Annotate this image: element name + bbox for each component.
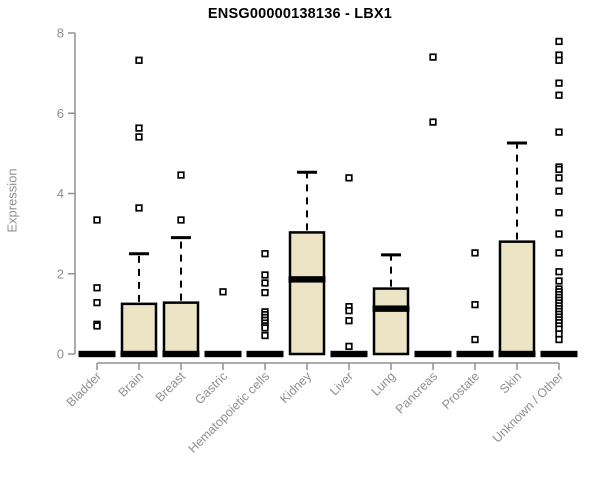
outlier-point-brain (135, 124, 143, 132)
outlier-point-unknown-other (555, 330, 563, 338)
outlier-point-breast (177, 171, 185, 179)
box-skin (498, 240, 536, 356)
box-lung (372, 287, 410, 356)
outlier-point-pancreas (429, 118, 437, 126)
outlier-point-liver (345, 174, 353, 182)
outlier-point-unknown-other (555, 209, 563, 217)
y-tick-label: 4 (57, 186, 64, 201)
x-tick-label-gastric: Gastric (192, 369, 230, 407)
outlier-point-unknown-other (555, 165, 563, 174)
outlier-point-brain (135, 133, 143, 141)
x-tick-label-lung: Lung (369, 369, 399, 399)
outlier-point-bladder (93, 216, 101, 224)
y-tick-label: 6 (57, 106, 64, 121)
median-line-hematopoietic-cells (246, 350, 284, 358)
outlier-point-liver (345, 342, 353, 351)
x-tick-label-bladder: Bladder (64, 369, 104, 409)
outlier-point-unknown-other (555, 335, 563, 344)
box-kidney (288, 231, 326, 356)
outlier-point-gastric (219, 288, 227, 296)
outlier-point-brain (135, 56, 143, 64)
outlier-point-unknown-other (555, 187, 563, 195)
outlier-point-brain (135, 204, 143, 212)
outlier-point-unknown-other (555, 37, 563, 46)
outlier-point-unknown-other (555, 249, 563, 257)
outlier-point-pancreas (429, 53, 437, 61)
x-tick-label-hematopoietic-cells: Hematopoietic cells (186, 369, 273, 456)
outlier-point-unknown-other (555, 230, 563, 238)
x-tick-label-liver: Liver (327, 369, 356, 398)
x-tick-label-skin: Skin (497, 369, 524, 396)
x-tick-label-brain: Brain (116, 369, 147, 400)
outlier-point-bladder (93, 322, 101, 330)
median-line-breast (162, 350, 200, 358)
outlier-point-unknown-other (555, 91, 563, 99)
outlier-point-unknown-other (555, 277, 563, 285)
x-tick-label-prostate: Prostate (439, 369, 482, 412)
y-tick-label: 2 (57, 266, 64, 281)
outlier-point-bladder (93, 298, 101, 307)
outlier-point-hematopoietic-cells (261, 271, 269, 279)
median-line-brain (120, 350, 158, 358)
outlier-point-unknown-other (555, 56, 563, 64)
y-tick-label: 8 (57, 26, 64, 41)
median-line-unknown-other (540, 350, 578, 358)
outlier-point-hematopoietic-cells (261, 324, 269, 332)
outlier-point-prostate (471, 335, 479, 344)
median-line-kidney (288, 276, 326, 283)
outlier-point-liver (345, 317, 353, 325)
box-brain (120, 302, 158, 356)
median-line-skin (498, 350, 536, 358)
median-line-pancreas (414, 350, 452, 358)
median-line-prostate (456, 350, 494, 358)
chart-title: ENSG00000138136 - LBX1 (207, 6, 393, 22)
outlier-point-unknown-other (555, 128, 563, 136)
x-tick-label-kidney: Kidney (277, 369, 314, 406)
outlier-point-prostate (471, 300, 479, 309)
x-tick-label-unknown-other: Unknown / Other (490, 369, 566, 445)
outlier-point-unknown-other (555, 79, 563, 87)
outlier-point-unknown-other (555, 174, 563, 182)
outlier-point-unknown-other (555, 268, 563, 276)
outlier-point-liver (345, 307, 353, 315)
outlier-point-hematopoietic-cells (261, 331, 269, 340)
outlier-point-hematopoietic-cells (261, 279, 269, 287)
x-tick-label-breast: Breast (153, 369, 189, 405)
outlier-point-breast (177, 216, 185, 224)
median-line-lung (372, 305, 410, 312)
outlier-point-hematopoietic-cells (261, 288, 269, 297)
outlier-point-prostate (471, 249, 479, 257)
median-line-gastric (204, 350, 242, 358)
outlier-point-bladder (93, 284, 101, 292)
y-tick-label: 0 (57, 347, 64, 362)
x-tick-label-pancreas: Pancreas (393, 369, 440, 416)
median-line-bladder (78, 350, 116, 358)
outlier-point-hematopoietic-cells (261, 250, 269, 258)
median-line-liver (330, 350, 368, 358)
box-breast (162, 301, 200, 356)
